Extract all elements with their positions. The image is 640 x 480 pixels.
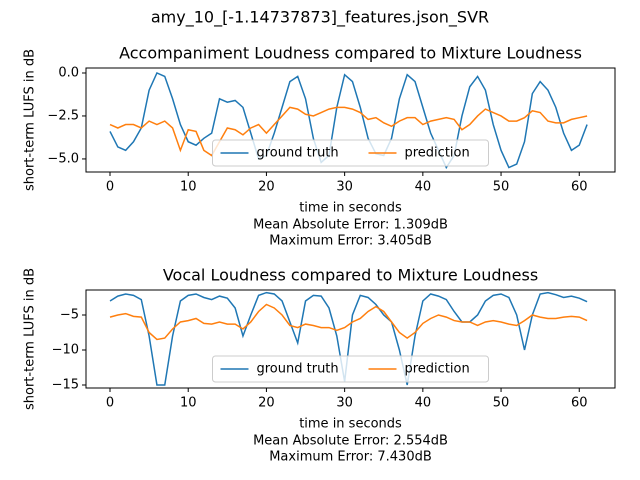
series-line [109, 72, 588, 170]
legend-label: ground truth [257, 146, 339, 161]
y-tick-label: −15 [52, 377, 79, 392]
x-tick-label: 0 [106, 180, 114, 195]
x-tick-label: 30 [336, 180, 353, 195]
x-tick-label: 40 [415, 396, 432, 411]
y-tick-label: −2.5 [47, 108, 79, 123]
series-line [109, 291, 588, 386]
x-tick-label: 60 [571, 180, 588, 195]
x-tick-label: 40 [415, 180, 432, 195]
legend-box [212, 355, 489, 383]
chart-title: Vocal Loudness compared to Mixture Loudn… [163, 266, 538, 285]
annotation: Maximum Error: 3.405dB [269, 234, 432, 249]
y-axis-label: short-term LUFS in dB [23, 268, 38, 410]
figure-title: amy_10_[-1.14737873]_features.json_SVR [151, 8, 489, 28]
x-tick-label: 10 [180, 396, 197, 411]
y-tick-label: −5 [60, 307, 79, 322]
legend-label: ground truth [257, 362, 339, 377]
x-tick-label: 60 [571, 396, 588, 411]
axes-frame [85, 289, 616, 389]
x-tick-label: 50 [493, 396, 510, 411]
x-tick-label: 10 [180, 180, 197, 195]
y-tick-label: −10 [52, 342, 79, 357]
axes-frame [85, 67, 616, 173]
legend-box [212, 139, 489, 167]
x-tick-label: 20 [258, 180, 275, 195]
x-axis-label: time in seconds [299, 417, 402, 432]
annotation: Mean Absolute Error: 1.309dB [253, 218, 448, 233]
x-tick-label: 20 [258, 396, 275, 411]
legend-label: prediction [405, 146, 470, 161]
annotation: Mean Absolute Error: 2.554dB [253, 434, 448, 449]
series-line [109, 303, 588, 341]
x-axis-label: time in seconds [299, 201, 402, 216]
series-line [109, 106, 588, 157]
x-tick-label: 30 [336, 396, 353, 411]
y-tick-label: −5.0 [47, 151, 79, 166]
x-tick-label: 50 [493, 180, 510, 195]
y-tick-label: 0.0 [58, 65, 79, 80]
y-axis-label: short-term LUFS in dB [23, 49, 38, 191]
chart-title: Accompaniment Loudness compared to Mixtu… [119, 44, 582, 63]
x-tick-label: 0 [106, 396, 114, 411]
legend-label: prediction [405, 362, 470, 377]
annotation: Maximum Error: 7.430dB [269, 450, 432, 465]
